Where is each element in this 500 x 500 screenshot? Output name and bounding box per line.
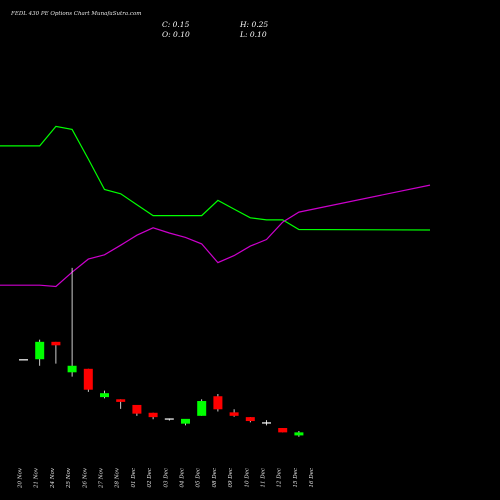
- x-tick-label: 20 Nov: [18, 467, 24, 489]
- x-tick-label: 08 Dec: [212, 468, 218, 488]
- close-readout: C: 0.15: [162, 20, 190, 29]
- candle-body: [181, 418, 190, 424]
- x-tick-label: 21 Nov: [34, 467, 40, 489]
- candle-body: [116, 399, 126, 402]
- candle-body: [132, 404, 142, 414]
- x-tick-label: 03 Dec: [163, 468, 169, 488]
- x-tick-label: 12 Dec: [277, 468, 283, 488]
- candle-body: [83, 368, 93, 390]
- candle-body: [229, 412, 239, 416]
- candle-body: [19, 359, 28, 361]
- candle-body: [67, 365, 77, 373]
- x-tick-label: 15 Dec: [293, 468, 299, 488]
- candle-body: [197, 401, 207, 416]
- x-tick-label: 28 Nov: [115, 467, 121, 489]
- candle-body: [148, 412, 158, 418]
- candle-body: [213, 396, 223, 410]
- candle-body: [51, 341, 61, 346]
- candle-body: [35, 341, 45, 360]
- candle-body: [262, 422, 271, 424]
- x-tick-label: 09 Dec: [228, 468, 234, 488]
- x-tick-label: 27 Nov: [99, 467, 105, 489]
- x-tick-label: 26 Nov: [82, 467, 88, 489]
- x-tick-label: 25 Nov: [66, 467, 72, 489]
- candle-body: [294, 432, 304, 436]
- x-tick-label: 11 Dec: [261, 468, 267, 488]
- candle-body: [164, 418, 174, 420]
- candle-body: [278, 428, 288, 433]
- x-tick-label: 05 Dec: [196, 468, 202, 488]
- x-tick-label: 04 Dec: [180, 468, 186, 488]
- x-tick-label: 01 Dec: [131, 468, 137, 488]
- x-tick-label: 10 Dec: [244, 468, 250, 488]
- upper-band-line: [0, 125, 431, 231]
- x-tick-label: 16 Dec: [309, 468, 315, 488]
- chart-title: FEDL 430 PE Options Chart MunafaSutra.co…: [11, 11, 142, 17]
- candle-body: [245, 417, 255, 422]
- open-readout: O: 0.10: [162, 30, 190, 39]
- low-readout: L: 0.10: [240, 30, 267, 39]
- x-tick-label: 24 Nov: [50, 467, 56, 489]
- x-tick-label: 02 Dec: [147, 468, 153, 488]
- lower-band-line: [0, 184, 431, 288]
- candle-body: [100, 393, 109, 398]
- high-readout: H: 0.25: [240, 20, 269, 29]
